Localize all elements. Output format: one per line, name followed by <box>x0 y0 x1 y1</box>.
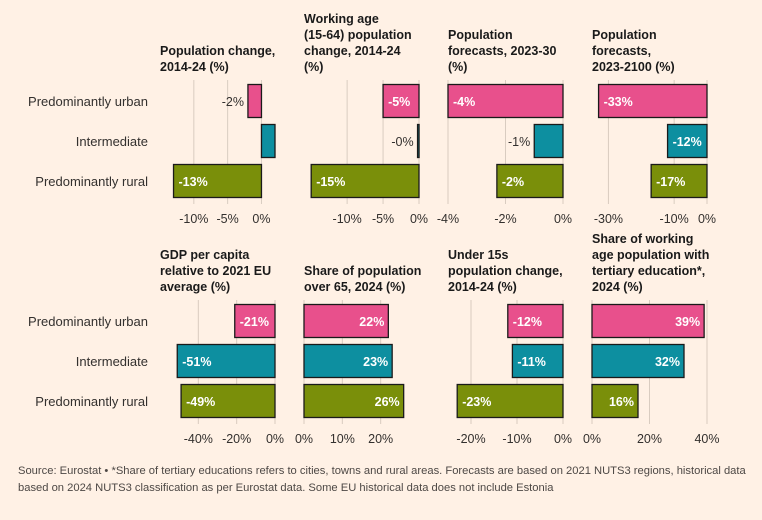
data-label-intermediate: -12% <box>673 135 702 149</box>
bar-intermediate <box>416 123 420 159</box>
tick-label: -10% <box>660 212 689 226</box>
data-label-urban: 22% <box>359 315 384 329</box>
data-label-intermediate: -11% <box>517 355 546 369</box>
panel-title-gdp-per-capita: GDP per capita relative to 2021 EU avera… <box>160 248 272 294</box>
bar-urban <box>303 303 389 339</box>
bar-urban <box>597 83 708 119</box>
data-label-intermediate: -1% <box>508 135 530 149</box>
data-label-intermediate: 23% <box>363 355 388 369</box>
data-label-urban: -33% <box>604 95 633 109</box>
bar-intermediate <box>666 123 708 159</box>
panel-0: -10% -5% 0% -2% -13% <box>172 80 276 226</box>
category-label-intermediate: Intermediate <box>76 354 148 369</box>
bar-urban <box>447 83 564 119</box>
bar-rural <box>496 163 564 199</box>
data-label-intermediate: -51% <box>182 355 211 369</box>
tick-label: -2% <box>494 212 516 226</box>
tick-label: 0% <box>410 212 428 226</box>
tick-label: -5% <box>217 212 239 226</box>
tick-label: 0% <box>554 212 572 226</box>
panel-3: -30% -10% 0% -33% -12% -17% <box>594 80 716 226</box>
bar-intermediate <box>511 343 564 379</box>
category-label-urban: Predominantly urban <box>28 94 148 109</box>
bar-urban <box>507 303 564 339</box>
data-label-rural: -13% <box>179 175 208 189</box>
tick-label: -5% <box>372 212 394 226</box>
bar-intermediate <box>260 123 276 159</box>
data-label-rural: 16% <box>609 395 634 409</box>
panel-title-forecast-2100: Population forecasts, 2023-2100 (%) <box>592 28 675 74</box>
bar-intermediate <box>176 343 276 379</box>
tick-label: -10% <box>179 212 208 226</box>
small-multiples-chart: Predominantly urban Intermediate Predomina… <box>28 80 720 446</box>
data-label-rural: -2% <box>502 175 524 189</box>
panel-title-tertiary-education: Share of working age population with ter… <box>592 232 710 294</box>
data-label-rural: 26% <box>375 395 400 409</box>
tick-label: 0% <box>554 432 572 446</box>
panel-title-population-change: Population change, 2014-24 (%) <box>160 44 276 74</box>
category-label-intermediate: Intermediate <box>76 134 148 149</box>
panel-1: -10% -5% 0% -5% -0% -15% <box>310 80 428 226</box>
bar-urban <box>247 83 263 119</box>
tick-label: 10% <box>330 432 355 446</box>
source-footnote: Source: Eurostat • *Share of tertiary ed… <box>18 465 746 494</box>
panel-4: -40% -20% 0% -21% -51% -49% <box>176 300 284 446</box>
panel-2: -4% -2% 0% -4% -1% -2% <box>437 80 572 226</box>
tick-label: 0% <box>252 212 270 226</box>
category-label-rural: Predominantly rural <box>35 394 148 409</box>
data-label-rural: -15% <box>316 175 345 189</box>
bar-intermediate <box>303 343 393 379</box>
bar-urban <box>234 303 276 339</box>
bar-intermediate <box>591 343 685 379</box>
data-label-intermediate: 32% <box>655 355 680 369</box>
tick-label: -4% <box>437 212 459 226</box>
tick-label: -40% <box>184 432 213 446</box>
category-label-urban: Predominantly urban <box>28 314 148 329</box>
data-label-intermediate: -0% <box>391 135 413 149</box>
bar-intermediate <box>533 123 564 159</box>
tick-label: 0% <box>266 432 284 446</box>
bar-rural <box>650 163 708 199</box>
tick-label: 20% <box>368 432 393 446</box>
tick-label: 0% <box>295 432 313 446</box>
category-label-rural: Predominantly rural <box>35 174 148 189</box>
tick-label: -30% <box>594 212 623 226</box>
data-label-rural: -49% <box>186 395 215 409</box>
tick-label: 20% <box>637 432 662 446</box>
bar-rural <box>310 163 420 199</box>
data-label-urban: -21% <box>240 315 269 329</box>
tick-label: -20% <box>456 432 485 446</box>
bar-rural <box>456 383 564 419</box>
tick-label: -10% <box>333 212 362 226</box>
panel-6: -20% -10% 0% -12% -11% -23% <box>456 300 572 446</box>
bar-urban <box>382 83 420 119</box>
panel-7: 0% 20% 40% 39% 32% 16% <box>583 300 720 446</box>
bar-rural <box>591 383 639 419</box>
panel-title-over-65: Share of population over 65, 2024 (%) <box>304 264 422 294</box>
tick-label: 40% <box>694 432 719 446</box>
data-label-urban: -2% <box>222 95 244 109</box>
tick-label: 0% <box>583 432 601 446</box>
panel-5: 0% 10% 20% 22% 23% 26% <box>295 300 405 446</box>
tick-label: 0% <box>698 212 716 226</box>
bar-urban <box>591 303 705 339</box>
data-label-urban: -4% <box>453 95 475 109</box>
panel-title-forecast-2030: Population forecasts, 2023-30 (%) <box>448 28 557 74</box>
data-label-urban: -5% <box>388 95 410 109</box>
data-label-rural: -17% <box>656 175 685 189</box>
data-label-rural: -23% <box>462 395 491 409</box>
tick-label: -10% <box>502 432 531 446</box>
panel-title-under-15: Under 15s population change, 2014-24 (%) <box>448 248 563 294</box>
tick-label: -20% <box>222 432 251 446</box>
data-label-urban: -12% <box>513 315 542 329</box>
data-label-urban: 39% <box>675 315 700 329</box>
bar-rural <box>180 383 276 419</box>
bar-rural <box>172 163 263 199</box>
panel-title-working-age-change: Working age (15-64) population change, 2… <box>304 12 412 74</box>
bar-rural <box>303 383 405 419</box>
